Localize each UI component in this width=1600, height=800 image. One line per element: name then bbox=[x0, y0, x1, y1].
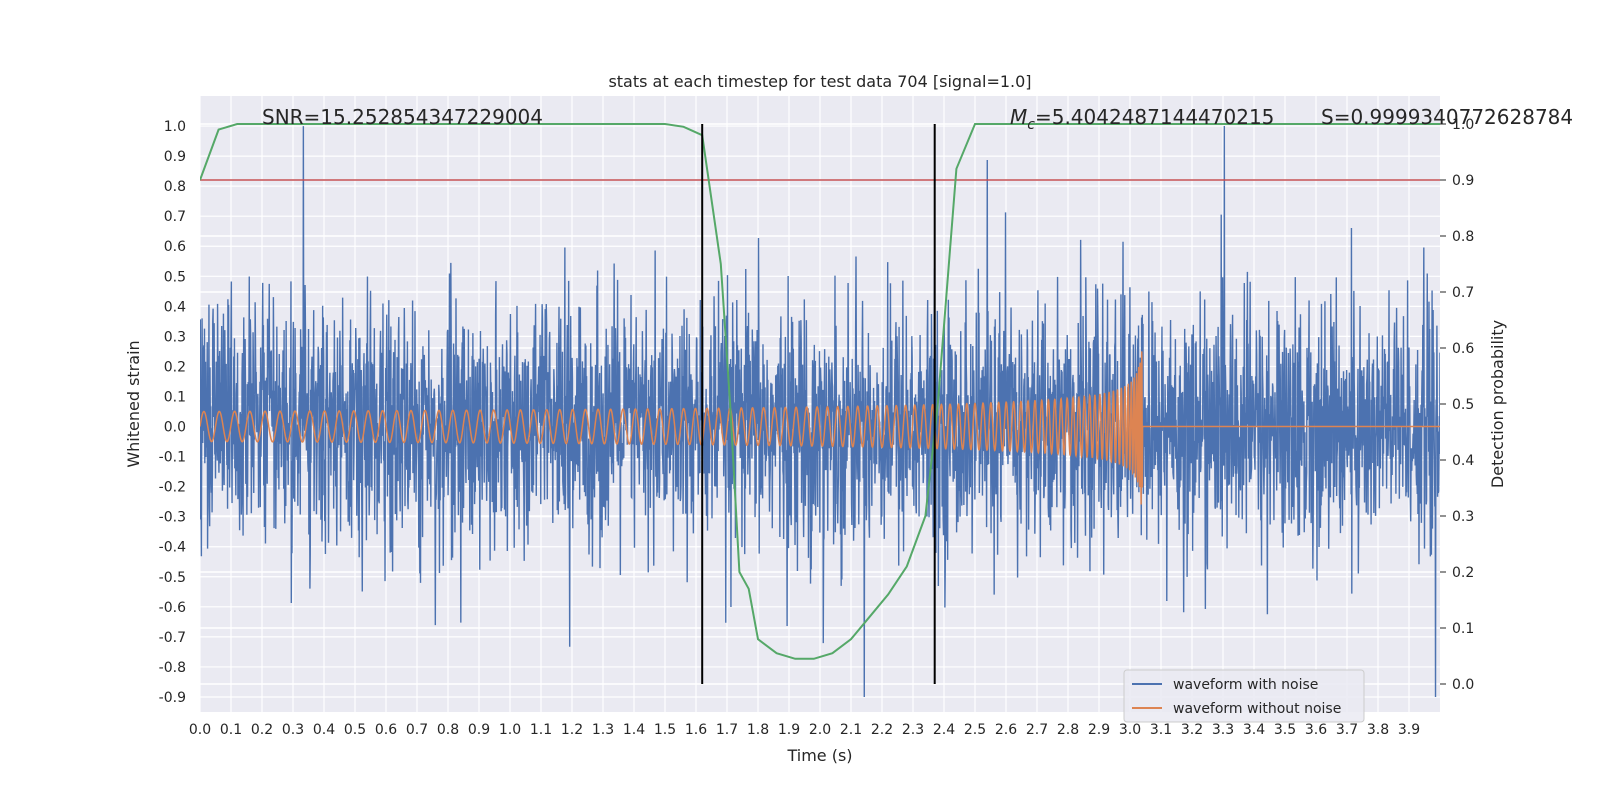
y-left-tick-label: 0.3 bbox=[164, 329, 186, 345]
x-tick-label: 0.6 bbox=[375, 722, 397, 738]
y-left-tick-label: -0.3 bbox=[159, 510, 186, 526]
y-right-tick-label: 0.1 bbox=[1452, 621, 1474, 637]
y-right-tick-label: 0.2 bbox=[1452, 565, 1474, 581]
y-right-tick-label: 0.9 bbox=[1452, 173, 1474, 189]
x-tick-label: 2.2 bbox=[871, 722, 893, 738]
chart-title: stats at each timestep for test data 704… bbox=[608, 72, 1031, 91]
x-tick-label: 3.4 bbox=[1243, 722, 1265, 738]
y-right-tick-label: 0.6 bbox=[1452, 341, 1474, 357]
y-left-tick-label: -0.5 bbox=[159, 570, 186, 586]
y-axis-left-label: Whitened strain bbox=[124, 340, 143, 467]
y-left-tick-label: 0.2 bbox=[164, 359, 186, 375]
x-tick-label: 1.5 bbox=[654, 722, 676, 738]
y-left-tick-label: -0.1 bbox=[159, 450, 186, 466]
mc-value: =5.4042487144470215 bbox=[1035, 105, 1274, 129]
x-tick-label: 3.1 bbox=[1150, 722, 1172, 738]
x-tick-label: 3.7 bbox=[1336, 722, 1358, 738]
y-left-tick-label: 1.0 bbox=[164, 119, 186, 135]
y-left-tick-label: -0.7 bbox=[159, 630, 186, 646]
x-tick-labels: 0.0 0.1 0.2 0.3 0.4 0.5 0.6 0.7 0.8 0.9 1.0 1.1 1.2 1… bbox=[189, 722, 1420, 738]
y-left-tick-labels: 1.0 0.9 0.8 0.7 0.6 0.5 0.4 0.3 0.2 0.1 0.0 -0.1 -0.… bbox=[159, 119, 186, 706]
series-detection-probability bbox=[200, 123, 1440, 660]
snr-annotation: SNR=15.252854347229004 bbox=[262, 105, 543, 129]
y-left-tick-label: -0.6 bbox=[159, 600, 186, 616]
x-tick-label: 2.9 bbox=[1088, 722, 1110, 738]
y-left-tick-label: 0.1 bbox=[164, 389, 186, 405]
vertical-markers bbox=[701, 124, 936, 684]
x-tick-label: 3.0 bbox=[1119, 722, 1141, 738]
x-tick-label: 0.4 bbox=[313, 722, 335, 738]
x-tick-label: 1.2 bbox=[561, 722, 583, 738]
x-axis-label: Time (s) bbox=[786, 746, 852, 765]
mc-subscript: c bbox=[1027, 117, 1035, 133]
y-right-tick-labels: 1.0 0.9 0.8 0.7 0.6 0.5 0.4 0.3 0.2 0.1 0.0 bbox=[1440, 117, 1474, 693]
x-tick-label: 1.6 bbox=[685, 722, 707, 738]
mc-symbol: M bbox=[1010, 105, 1027, 129]
x-tick-label: 0.7 bbox=[406, 722, 428, 738]
y-right-tick-label: 0.0 bbox=[1452, 677, 1474, 693]
y-left-tick-label: -0.4 bbox=[159, 540, 186, 556]
x-tick-label: 3.9 bbox=[1398, 722, 1420, 738]
x-tick-label: 1.3 bbox=[592, 722, 614, 738]
x-tick-label: 0.0 bbox=[189, 722, 211, 738]
x-tick-label: 2.6 bbox=[995, 722, 1017, 738]
y-left-tick-label: -0.2 bbox=[159, 480, 186, 496]
x-tick-label: 1.9 bbox=[778, 722, 800, 738]
x-tick-label: 2.1 bbox=[840, 722, 862, 738]
y-left-tick-label: -0.9 bbox=[159, 690, 186, 706]
y-left-tick-label: 0.9 bbox=[164, 149, 186, 165]
x-tick-label: 0.5 bbox=[344, 722, 366, 738]
y-right-tick-label: 0.3 bbox=[1452, 509, 1474, 525]
series-waveform-with-noise bbox=[200, 126, 1440, 697]
y-left-tick-label: 0.7 bbox=[164, 209, 186, 225]
y-left-tick-label: 0.6 bbox=[164, 239, 186, 255]
legend-box bbox=[1123, 669, 1365, 723]
x-tick-label: 0.8 bbox=[437, 722, 459, 738]
plot-series bbox=[200, 123, 1440, 697]
x-tick-label: 2.8 bbox=[1057, 722, 1079, 738]
x-tick-label: 2.3 bbox=[902, 722, 924, 738]
x-tick-label: 1.4 bbox=[623, 722, 645, 738]
x-tick-label: 0.9 bbox=[468, 722, 490, 738]
legend: waveform with noise waveform without noi… bbox=[1123, 669, 1365, 723]
y-left-tick-label: -0.8 bbox=[159, 660, 186, 676]
x-tick-label: 1.1 bbox=[530, 722, 552, 738]
x-tick-label: 1.0 bbox=[499, 722, 521, 738]
y-left-tick-label: 0.8 bbox=[164, 179, 186, 195]
x-tick-label: 3.5 bbox=[1274, 722, 1296, 738]
y-left-tick-label: 0.5 bbox=[164, 269, 186, 285]
x-tick-label: 0.3 bbox=[282, 722, 304, 738]
x-tick-label: 1.7 bbox=[716, 722, 738, 738]
legend-label-noise: waveform with noise bbox=[1173, 677, 1318, 693]
y-right-tick-label: 0.7 bbox=[1452, 285, 1474, 301]
x-tick-label: 3.2 bbox=[1181, 722, 1203, 738]
s-annotation: S=0.9999340772628784 bbox=[1321, 105, 1573, 129]
x-tick-label: 1.8 bbox=[747, 722, 769, 738]
y-left-tick-label: 0.4 bbox=[164, 299, 186, 315]
mc-annotation: Mc=5.4042487144470215 bbox=[1010, 105, 1274, 133]
x-tick-label: 3.8 bbox=[1367, 722, 1389, 738]
series-waveform-without-noise bbox=[200, 351, 1440, 505]
x-tick-label: 2.4 bbox=[933, 722, 955, 738]
x-tick-label: 2.0 bbox=[809, 722, 831, 738]
y-right-tick-label: 1.0 bbox=[1452, 117, 1474, 133]
y-axis-right-label: Detection probability bbox=[1488, 320, 1507, 488]
legend-label-clean: waveform without noise bbox=[1173, 701, 1341, 717]
x-tick-label: 3.6 bbox=[1305, 722, 1327, 738]
y-right-tick-label: 0.5 bbox=[1452, 397, 1474, 413]
x-tick-label: 3.3 bbox=[1212, 722, 1234, 738]
x-tick-label: 2.5 bbox=[964, 722, 986, 738]
y-right-tick-label: 0.8 bbox=[1452, 229, 1474, 245]
y-left-tick-label: 0.0 bbox=[164, 420, 186, 436]
x-tick-label: 2.7 bbox=[1026, 722, 1048, 738]
x-tick-label: 0.2 bbox=[251, 722, 273, 738]
y-right-tick-label: 0.4 bbox=[1452, 453, 1474, 469]
x-tick-label: 0.1 bbox=[220, 722, 242, 738]
